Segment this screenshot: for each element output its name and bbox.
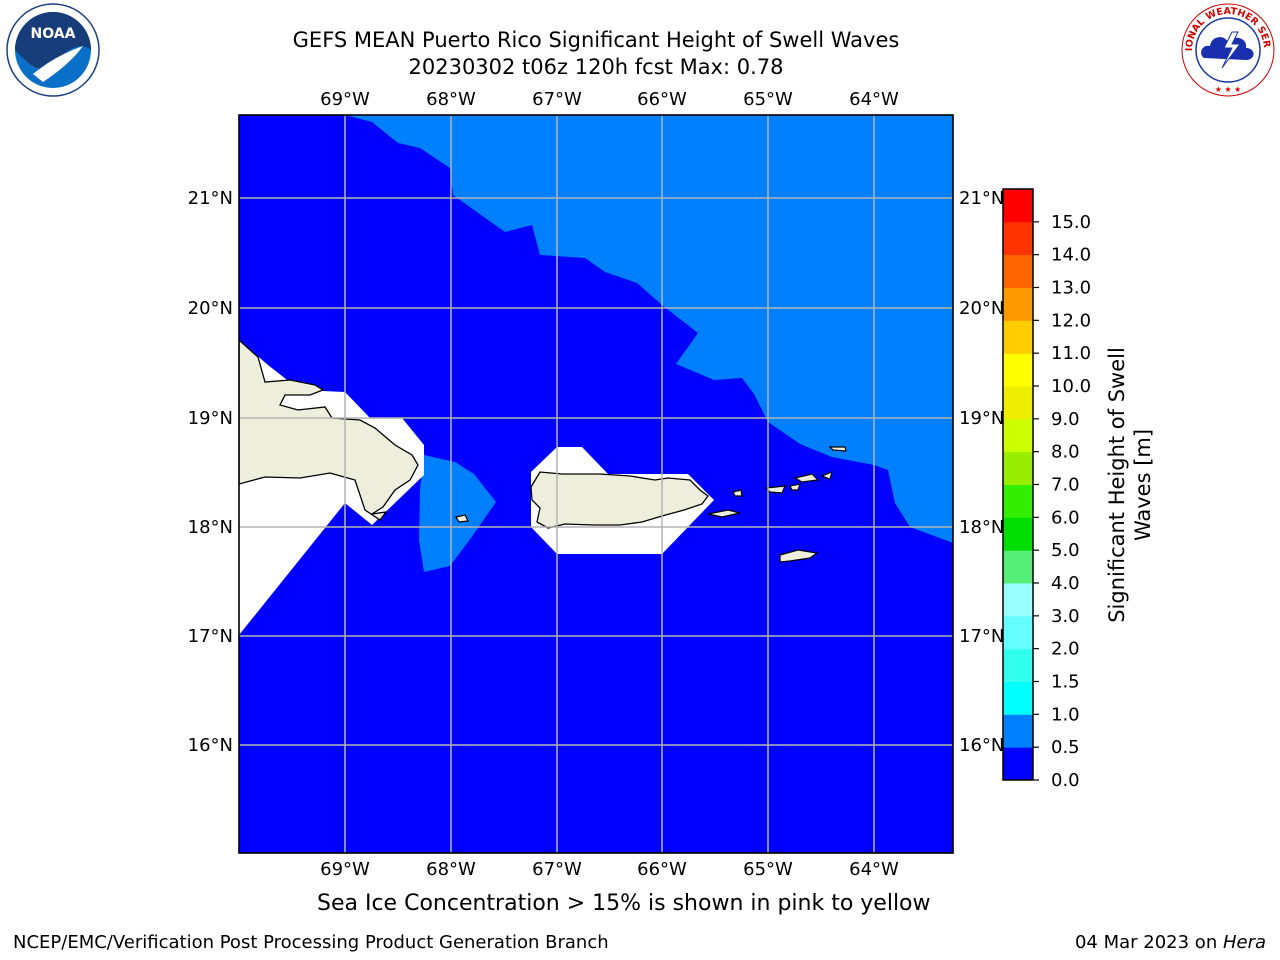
colorbar-band <box>1003 418 1033 453</box>
lat-label-left: 20°N <box>188 298 233 319</box>
lat-label-left: 16°N <box>188 735 233 756</box>
lat-label-left: 21°N <box>188 188 233 209</box>
land-st-croix <box>779 549 819 563</box>
colorbar-band <box>1003 583 1033 617</box>
footer-credit: NCEP/EMC/Verification Post Processing Pr… <box>13 932 609 953</box>
colorbar-label-line1: Significant Height of Swell <box>1105 347 1129 623</box>
land-mona-island <box>455 514 469 523</box>
noaa-logo: NOAA <box>6 3 100 97</box>
lon-label-top: 64°W <box>849 89 899 110</box>
colorbar-band <box>1003 517 1033 551</box>
colorbar-band <box>1003 221 1033 256</box>
lat-label-left: 19°N <box>188 408 233 429</box>
colorbar-band <box>1003 648 1033 682</box>
lat-label-right: 20°N <box>959 298 1004 319</box>
swell-field-0-5-northeast <box>345 115 953 543</box>
graticule <box>239 115 953 853</box>
footer-machine: Hera <box>1222 932 1266 953</box>
colorbar-band <box>1003 714 1033 748</box>
colorbar-tick-label: 15.0 <box>1051 212 1091 233</box>
lon-label-top: 69°W <box>320 89 370 110</box>
colorbar: 0.0 0.5 1.0 1.5 2.0 3.0 4.0 5.0 6.0 7.0 8.0 9.0 10.0… <box>1002 188 1091 791</box>
colorbar-band <box>1003 320 1033 354</box>
lon-label-bottom: 69°W <box>320 859 370 880</box>
sea-ice-note: Sea Ice Concentration > 15% is shown in … <box>317 891 931 916</box>
lat-labels-right: 21°N 20°N 19°N 18°N 17°N 16°N <box>959 188 1004 756</box>
lon-label-bottom: 65°W <box>743 859 793 880</box>
forecast-subtitle: 20230302 t06z 120h fcst Max: 0.78 <box>408 55 784 79</box>
lon-label-top: 66°W <box>637 89 687 110</box>
lat-label-left: 17°N <box>188 626 233 647</box>
colorbar-tick-label: 9.0 <box>1051 409 1080 430</box>
lon-label-top: 67°W <box>532 89 582 110</box>
lat-label-left: 18°N <box>188 517 233 538</box>
colorbar-tick-label: 7.0 <box>1051 475 1080 496</box>
land-vieques <box>707 509 741 518</box>
colorbar-tick-label: 3.0 <box>1051 606 1080 627</box>
map-frame <box>238 114 954 854</box>
colorbar-tick-label: 1.5 <box>1051 672 1080 693</box>
map-plot-area <box>239 115 953 853</box>
footer-date-text: 04 Mar 2023 on <box>1074 932 1223 953</box>
colorbar-tick-label: 8.0 <box>1051 442 1080 463</box>
colorbar-band <box>1003 484 1033 518</box>
land-virgin-gorda <box>820 470 833 480</box>
swell-field-0-5-blob <box>787 380 799 399</box>
lat-labels-left: 21°N 20°N 19°N 18°N 17°N 16°N <box>188 188 233 756</box>
lat-label-right: 21°N <box>959 188 1004 209</box>
colorbar-band <box>1003 615 1033 650</box>
land-hispaniola <box>239 339 419 521</box>
colorbar-tick-label: 14.0 <box>1051 245 1091 266</box>
lon-label-top: 65°W <box>743 89 793 110</box>
colorbar-band <box>1003 681 1033 715</box>
swell-field-0-5-mona <box>419 455 496 572</box>
land-tortola <box>793 473 820 483</box>
lat-label-right: 16°N <box>959 735 1004 756</box>
lon-labels-top: 69°W 68°W 67°W 66°W 65°W 64°W <box>320 89 899 110</box>
lat-label-right: 17°N <box>959 626 1004 647</box>
colorbar-tick-label: 4.0 <box>1051 573 1080 594</box>
colorbar-band <box>1003 550 1033 584</box>
lon-labels-bottom: 69°W 68°W 67°W 66°W 65°W 64°W <box>320 859 899 880</box>
land-st-john <box>789 483 801 491</box>
land-culebra <box>732 489 743 497</box>
lon-label-bottom: 64°W <box>849 859 899 880</box>
colorbar-tick-label: 0.0 <box>1051 770 1080 791</box>
colorbar-tick-label: 6.0 <box>1051 507 1080 528</box>
land-puerto-rico <box>530 471 709 529</box>
map-title: GEFS MEAN Puerto Rico Significant Height… <box>292 28 900 52</box>
colorbar-label-line2: Waves [m] <box>1131 429 1155 541</box>
colorbar-tick-label: 13.0 <box>1051 278 1091 299</box>
colorbar-tick-label: 12.0 <box>1051 310 1091 331</box>
footer-date: 04 Mar 2023 on Hera <box>1075 932 1266 953</box>
colorbar-tick-label: 1.0 <box>1051 704 1080 725</box>
lon-label-bottom: 66°W <box>637 859 687 880</box>
colorbar-tick-label: 5.0 <box>1051 540 1080 561</box>
lat-label-right: 18°N <box>959 517 1004 538</box>
land-anegada <box>828 446 847 452</box>
lon-label-bottom: 68°W <box>426 859 476 880</box>
colorbar-band <box>1003 353 1033 387</box>
lat-label-right: 19°N <box>959 408 1004 429</box>
colorbar-band <box>1003 747 1033 781</box>
colorbar-band <box>1003 451 1033 485</box>
svg-text:★ ★ ★: ★ ★ ★ <box>1215 85 1242 94</box>
colorbar-band <box>1003 287 1033 321</box>
colorbar-tick-label: 11.0 <box>1051 343 1091 364</box>
colorbar-band <box>1003 189 1033 223</box>
lon-label-top: 68°W <box>426 89 476 110</box>
colorbar-tick-label: 2.0 <box>1051 639 1080 660</box>
noaa-logo-text: NOAA <box>31 26 76 42</box>
colorbar-tick-label: 10.0 <box>1051 376 1091 397</box>
nws-logo: NATIONAL WEATHER SERVICE ★ ★ ★ <box>1178 2 1275 97</box>
colorbar-tick-label: 0.5 <box>1051 737 1080 758</box>
colorbar-band <box>1003 386 1033 420</box>
lon-label-bottom: 67°W <box>532 859 582 880</box>
colorbar-band <box>1003 254 1033 288</box>
